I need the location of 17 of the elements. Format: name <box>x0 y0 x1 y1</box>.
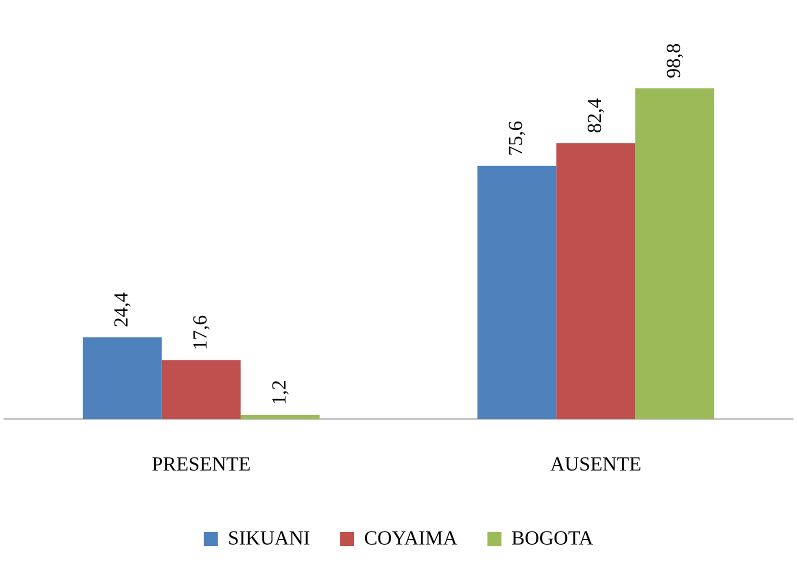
data-label: 1,2 <box>268 380 290 405</box>
legend-label: BOGOTA <box>511 527 594 550</box>
data-label: 75,6 <box>505 120 528 156</box>
bar <box>240 414 320 419</box>
data-label: 24,4 <box>110 292 133 328</box>
bar <box>635 88 714 419</box>
data-label: 17,6 <box>190 315 212 350</box>
data-label: 82,4 <box>584 98 606 134</box>
legend-label: SIKUANI <box>228 527 310 550</box>
legend-label: COYAIMA <box>364 527 458 550</box>
data-label: 98,8 <box>662 43 685 78</box>
bar <box>162 360 241 419</box>
bar <box>477 166 556 419</box>
x-tick-label: AUSENTE <box>550 453 642 476</box>
x-tick-label: PRESENTE <box>152 453 251 476</box>
bar <box>556 143 636 419</box>
bar <box>82 337 162 419</box>
